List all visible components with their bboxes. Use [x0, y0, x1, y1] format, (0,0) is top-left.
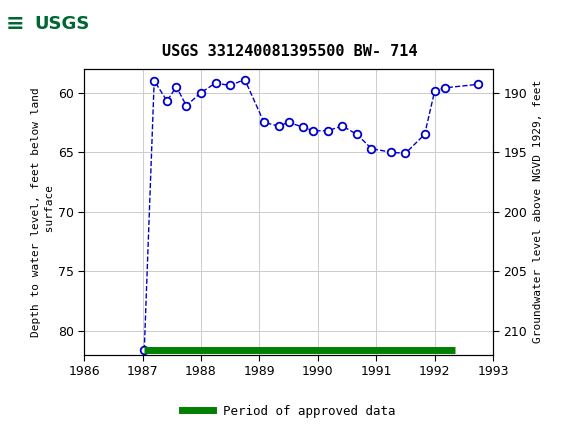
Y-axis label: Depth to water level, feet below land
 surface: Depth to water level, feet below land su…	[31, 87, 55, 337]
Text: ≡: ≡	[6, 14, 24, 34]
Y-axis label: Groundwater level above NGVD 1929, feet: Groundwater level above NGVD 1929, feet	[533, 80, 543, 344]
Text: USGS: USGS	[35, 15, 90, 33]
FancyBboxPatch shape	[3, 4, 125, 46]
Legend: Period of approved data: Period of approved data	[177, 400, 400, 423]
Text: USGS 331240081395500 BW- 714: USGS 331240081395500 BW- 714	[162, 44, 418, 59]
